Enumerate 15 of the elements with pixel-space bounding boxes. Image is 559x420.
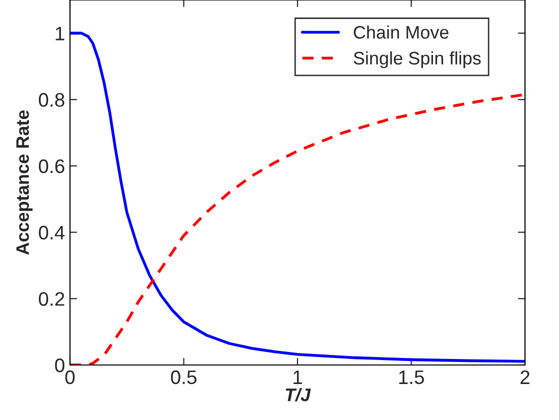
y-tick-label: 0.8 xyxy=(38,93,64,107)
y-tick-label: 0.6 xyxy=(38,159,64,174)
x-axis-title: T/J xyxy=(286,388,311,402)
x-tick-label: 0 xyxy=(65,370,75,384)
y-tick-label: 0.2 xyxy=(38,292,64,306)
y-tick-label: 0.4 xyxy=(38,226,65,240)
legend-label: Single Spin flips xyxy=(354,51,481,68)
y-tick-label: 0 xyxy=(55,358,64,372)
x-tick-label: 1 xyxy=(294,370,302,384)
x-tick-label: 2 xyxy=(520,370,530,384)
x-tick-label: 1.5 xyxy=(399,370,424,384)
legend-label: Chain Move xyxy=(354,25,448,39)
x-tick-label: 0.5 xyxy=(170,370,196,384)
y-axis-title: Acceptance Rate xyxy=(16,110,33,255)
y-tick-label: 1 xyxy=(56,26,64,40)
